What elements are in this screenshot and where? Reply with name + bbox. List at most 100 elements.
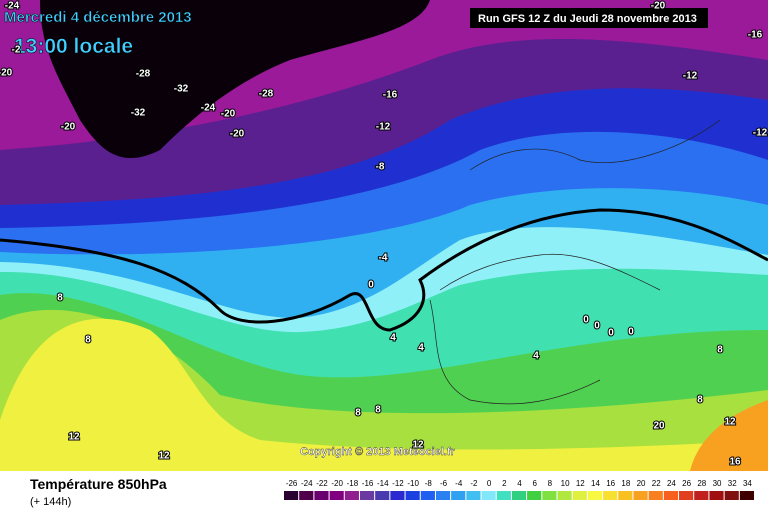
legend-label: -2 [470,479,478,488]
isotherm-label: -12 [376,122,391,133]
legend-swatch [344,491,359,500]
legend-swatch [284,491,299,500]
isotherm-label: 8 [85,335,91,346]
legend-swatch [618,491,633,500]
legend-swatch [679,491,694,500]
run-info: Run GFS 12 Z du Jeudi 28 novembre 2013 [478,13,697,25]
isotherm-label: -20 [651,1,666,12]
legend-label: -24 [301,479,313,488]
isotherm-label: -28 [136,69,151,80]
zero-isotherm [0,208,768,332]
copyright: Copyright © 2013 Meteociel.fr [300,446,456,458]
isotherm-label: 8 [355,408,361,419]
legend-swatch [709,491,724,500]
legend-swatch [405,491,420,500]
isotherm-label: 12 [68,432,80,443]
isotherm-label: 12 [158,451,170,462]
legend-label: -8 [425,479,433,488]
legend-label: -14 [377,479,389,488]
legend-swatch [435,491,451,500]
legend-label: 12 [576,479,585,488]
legend-swatch [694,491,709,500]
legend-label: -26 [286,479,298,488]
isotherm-label: -24 [201,103,216,114]
time: 13:00 locale [14,35,133,58]
legend-label: -18 [347,479,359,488]
date: Mercredi 4 décembre 2013 [4,9,192,26]
legend-swatch [557,491,572,500]
legend-swatch [420,491,435,500]
legend-label: 10 [561,479,570,488]
legend-swatch [663,491,679,500]
isotherm-label: 8 [375,405,381,416]
run-box [470,8,708,28]
isotherm-label: -20 [230,129,245,140]
isotherm-label: 0 [368,280,374,291]
legend-swatch [633,491,648,500]
band [0,318,768,471]
isotherm-label: 0 [628,327,634,338]
isotherm-label: 16 [729,457,741,468]
legend-swatch [511,491,527,500]
legend-swatch [481,491,496,500]
legend-label: -10 [407,479,419,488]
legend-label: 34 [743,479,752,488]
legend-swatch [724,491,739,500]
isotherm-label: 12 [724,417,736,428]
legend-label: 0 [487,479,492,488]
isotherm-label: -16 [383,90,398,101]
legend-label: 20 [637,479,646,488]
isotherm-label: 8 [717,345,723,356]
legend-label: 14 [591,479,600,488]
greenland [40,0,430,159]
isotherm-label: -2 [12,45,21,56]
legend-label: -4 [455,479,463,488]
legend-swatch [542,491,557,500]
coastline [429,119,721,405]
band [690,400,768,471]
footer-subtitle: (+ 144h) [30,496,71,508]
legend-swatch [648,491,663,500]
isotherm-label: -12 [753,128,768,139]
legend-swatch [603,491,618,500]
legend-label: 2 [502,479,507,488]
isotherm-label: -4 [379,253,388,264]
legend-swatch [587,491,603,500]
legend-label: 4 [517,479,522,488]
isotherm-label: -32 [174,84,189,95]
isotherm-label: -28 [259,89,274,100]
isotherm-label: -12 [683,71,698,82]
isotherm-label: 4 [533,351,539,362]
isotherm-label: -20 [61,122,76,133]
isotherm-label: 20 [653,421,665,432]
isotherm-label: -16 [748,30,763,41]
legend-swatch [299,491,314,500]
legend-swatch [451,491,466,500]
legend-swatch [466,491,481,500]
legend-label: 18 [621,479,630,488]
legend-label: 26 [682,479,691,488]
legend-swatch [375,491,390,500]
legend-swatch [496,491,511,500]
legend-swatch [314,491,329,500]
isotherm-label: 8 [57,293,63,304]
legend-swatch [527,491,542,500]
isotherm-label: -20 [221,109,236,120]
legend-label: 32 [728,479,737,488]
legend-label: 16 [606,479,615,488]
isotherm-label: 12 [412,440,424,451]
legend-swatch [739,491,754,500]
legend-label: 8 [548,479,553,488]
legend-label: 24 [667,479,676,488]
legend-swatch [359,491,375,500]
legend-label: -16 [362,479,374,488]
isotherm-label: 0 [608,328,614,339]
isotherm-label: -32 [131,108,146,119]
isotherm-label: -8 [376,162,385,173]
legend-label: 28 [697,479,706,488]
isotherm-label: -24 [5,1,20,12]
legend-swatch [329,491,344,500]
isotherm-label: 0 [594,321,600,332]
isotherm-label: -20 [0,68,13,79]
